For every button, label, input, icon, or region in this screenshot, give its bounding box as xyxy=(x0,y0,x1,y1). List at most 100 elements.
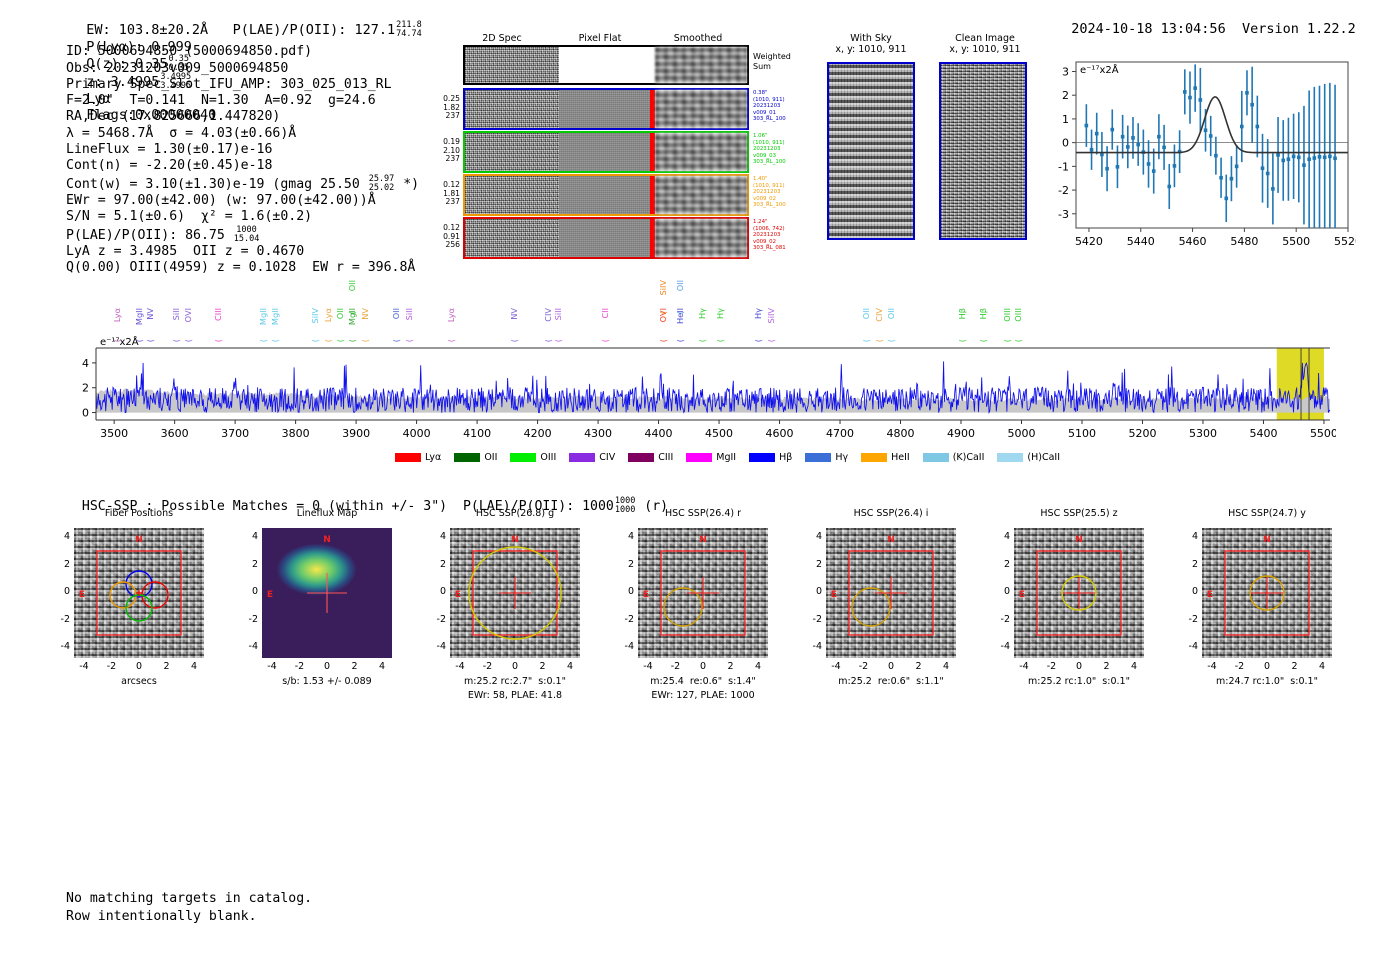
cutout-ytick: 0 xyxy=(439,586,446,597)
with-sky-header: With Sky x, y: 1010, 911 xyxy=(816,33,926,55)
cutout-image[interactable] xyxy=(826,528,956,658)
legend-label: (H)CaII xyxy=(1027,452,1061,463)
legend-item: OIII xyxy=(510,452,556,463)
hscssp-header: HSC-SSP : Possible Matches = 0 (within +… xyxy=(66,482,668,515)
cutout-ytick: 2 xyxy=(1003,558,1010,570)
fiber-smoothed-image xyxy=(655,219,747,257)
zoom-plot-datapoints xyxy=(1084,64,1337,228)
cutout-overlay: NE xyxy=(267,535,347,613)
legend-label: OIII xyxy=(540,452,557,463)
spectrum-xtick: 3600 xyxy=(161,427,189,440)
cutout-xtick: -2 xyxy=(106,661,117,672)
header-plya: P(Lyα): 0.999 xyxy=(86,39,192,55)
weighted-sum-smoothed-image xyxy=(655,47,747,83)
crosshair-marker xyxy=(875,577,907,609)
cutout-ytick: -4 xyxy=(624,641,634,652)
emission-line-bracket: ( xyxy=(347,339,358,343)
zoom-plot-ytick: 2 xyxy=(1062,89,1069,102)
emission-line-bracket: ( xyxy=(347,311,358,315)
compass-north-label: N xyxy=(1075,535,1083,545)
panel-title-pixelflat: Pixel Flat xyxy=(578,33,622,44)
info-wavelength-sigma: λ = 5468.7Å σ = 4.03(±0.66)Å xyxy=(66,125,297,141)
legend-item: (K)CaII xyxy=(922,452,984,463)
ifu-footprint-box xyxy=(472,550,558,636)
emission-line-bracket: ( xyxy=(752,339,763,343)
cutout-ytick: 4 xyxy=(627,531,634,542)
cutout-image[interactable] xyxy=(450,528,580,658)
cutout-ytick: -4 xyxy=(1000,641,1010,652)
header-ew-plae: EW: 103.8±20.2Å P(LAE)/P(OII): 127.1 xyxy=(86,22,396,38)
emission-line-label: Hγ xyxy=(752,308,763,320)
zoom-plot-xtick: 5520 xyxy=(1334,235,1356,248)
clean-image-title: Clean Image xyxy=(955,33,1015,44)
cutout-title: HSC SSP(26.8) g xyxy=(475,508,555,519)
info-cont-n: Cont(n) = -2.20(±0.45)e-18 xyxy=(66,158,273,174)
qz-numerator: 0.35 xyxy=(168,54,190,64)
cutout-xtick: -4 xyxy=(643,661,653,672)
crosshair-marker xyxy=(687,577,719,609)
legend-label: OII xyxy=(484,452,498,463)
header-summary-line: EW: 103.8±20.2Å P(LAE)/P(OII): 127.1 211.… xyxy=(70,5,423,124)
header-qz: Q(z): 0.35 xyxy=(86,56,168,72)
hscssp-header-suffix: (r) xyxy=(644,499,669,514)
cutout-xtick: 0 xyxy=(1263,661,1271,672)
z-fraction: 3.4995 3.4995 xyxy=(160,73,191,91)
cutout-xtick: 4 xyxy=(1318,661,1326,672)
emission-line-label: OII xyxy=(391,308,402,320)
legend-item: CIV xyxy=(569,452,615,463)
emission-line-bracket: ( xyxy=(144,339,155,343)
legend-swatch xyxy=(628,453,655,462)
footer-line-1: No matching targets in catalog. xyxy=(66,891,313,906)
spectrum-ytick: 2 xyxy=(82,382,89,395)
info-plae-text: P(LAE)/P(OII): 86.75 xyxy=(66,227,233,243)
emission-line-bracket: ( xyxy=(552,339,563,343)
cutout-xtick: 2 xyxy=(163,661,170,672)
emission-line-label: OII xyxy=(335,308,346,320)
emission-line-bracket: ( xyxy=(403,339,414,343)
cutout-xtick: 0 xyxy=(323,661,331,672)
fiber-pixelflat-image xyxy=(559,133,650,171)
weighted-sum-2dspec-image xyxy=(465,47,559,83)
zoom-plot-ytick: -1 xyxy=(1058,160,1069,173)
zoom-plot-ytick: -2 xyxy=(1058,184,1069,197)
spectrum-xtick: 4600 xyxy=(766,427,794,440)
cutout-overlay: NE xyxy=(831,535,934,636)
panel-title-smoothed: Smoothed xyxy=(673,33,723,44)
fiber-row-stats: 0.12 1.81 237 xyxy=(443,180,460,207)
emission-line-label: SiIV xyxy=(766,308,777,324)
cutout-ytick: 2 xyxy=(63,558,70,570)
cutout-ytick: -4 xyxy=(1188,641,1198,652)
plae2-numerator: 1000 xyxy=(236,224,257,235)
zoom-plot-ytick: 3 xyxy=(1062,65,1069,78)
spectrum-units-label: e⁻¹⁷x2Å xyxy=(100,335,139,348)
zoom-plot-units-label: e⁻¹⁷x2Å xyxy=(1080,63,1119,76)
info-lineflux: LineFlux = 1.30(±0.17)e-16 xyxy=(66,142,273,158)
cutout-title: Fiber Positions xyxy=(104,508,174,519)
photometric-aperture xyxy=(1061,575,1097,611)
info-primary-spec: Primary Spec_Slot_IFU_AMP: 303_025_013_R… xyxy=(66,76,392,92)
emission-line-bracket: ( xyxy=(600,339,611,343)
cutout-xtick: 0 xyxy=(887,661,895,672)
emission-line-label: Hβ xyxy=(957,308,967,320)
cutout-ytick: -4 xyxy=(248,641,258,652)
cutout-title: HSC SSP(24.7) y xyxy=(1228,508,1306,519)
legend-label: MgII xyxy=(716,452,737,463)
info-cont-w: Cont(w) = 3.10(±1.30)e-19 (gmag 25.50 25… xyxy=(66,174,419,192)
spectrum-xtick: 3800 xyxy=(282,427,310,440)
emission-line-label: Hγ xyxy=(715,308,726,320)
crosshair-marker xyxy=(499,577,531,609)
legend-item: MgII xyxy=(686,452,736,463)
info-obs: Obs: 20231203v009_5000694850 xyxy=(66,60,289,76)
legend-label: Hγ xyxy=(835,452,849,463)
fiber-pixelflat-image xyxy=(559,219,650,257)
emission-line-bracket: ( xyxy=(359,339,370,343)
fiber-row-stats: 0.19 2.10 237 xyxy=(443,137,460,164)
cutout-title: HSC SSP(26.4) i xyxy=(853,508,929,519)
emission-line-label: OVI xyxy=(182,308,193,323)
clean-image xyxy=(939,62,1027,240)
footer-note: No matching targets in catalog. Row inte… xyxy=(66,872,312,926)
fiber-row-stats: 0.12 0.91 256 xyxy=(443,223,460,250)
zoom-plot-ytick: 1 xyxy=(1062,113,1069,126)
cutout-ytick: -2 xyxy=(436,613,446,625)
cutout-xtick: -2 xyxy=(482,661,493,672)
